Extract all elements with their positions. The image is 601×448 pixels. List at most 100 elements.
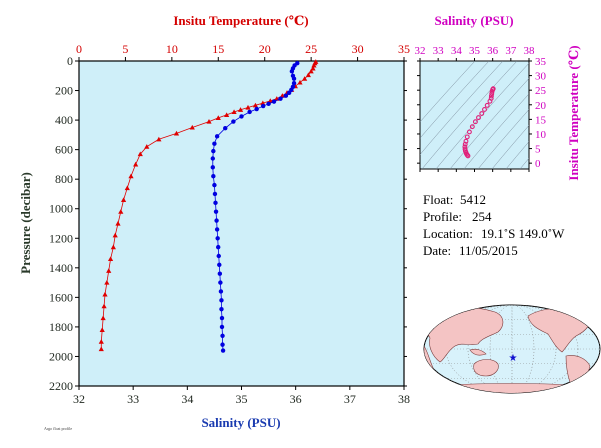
salinity-point-21 bbox=[212, 141, 217, 146]
ts-x-tick-label-3: 35 bbox=[469, 45, 481, 57]
salinity-point-10 bbox=[283, 93, 289, 98]
float-label: Float: bbox=[423, 192, 453, 207]
ts-point-16 bbox=[462, 141, 468, 147]
ts-point-3 bbox=[489, 91, 495, 97]
isoline-3 bbox=[421, 61, 518, 169]
ts-y-tick-label-7: 35 bbox=[535, 56, 547, 68]
y-tick-label-3: 600 bbox=[55, 143, 73, 157]
ts-x-tick-label-1: 33 bbox=[433, 45, 445, 57]
y-tick-label-11: 2200 bbox=[49, 379, 73, 393]
y-axis-label: Pressure (decibar) bbox=[18, 172, 33, 274]
profile-points bbox=[98, 59, 319, 353]
salinity-point-41 bbox=[219, 315, 225, 321]
bottom-tick-label-2: 34 bbox=[181, 392, 193, 406]
location-value: 19.1˚S 149.0˚W bbox=[481, 226, 565, 241]
temperature-point-3 bbox=[310, 65, 316, 71]
profile-plot: 0 5 10 15 20 25 30 35 32 33 34 35 36 37 38 0 200 400 600 80… bbox=[18, 13, 410, 430]
temperature-point-22 bbox=[189, 124, 195, 130]
y-tick-label-2: 400 bbox=[55, 113, 73, 127]
temperature-point-17 bbox=[237, 107, 244, 112]
salinity-point-44 bbox=[220, 342, 225, 347]
salinity-point-24 bbox=[210, 165, 215, 170]
ts-points bbox=[462, 86, 496, 159]
y-tick-label-0: 0 bbox=[67, 54, 73, 68]
salinity-point-11 bbox=[278, 96, 283, 101]
ts-point-7 bbox=[484, 102, 490, 108]
y-tick-label-10: 2000 bbox=[49, 349, 73, 363]
y-tick-label-5: 1000 bbox=[49, 202, 73, 216]
ts-x-tick-label-6: 38 bbox=[524, 45, 536, 57]
ts-y-tick-label-1: 5 bbox=[535, 144, 541, 156]
meridian-6 bbox=[467, 305, 557, 393]
salinity-point-23 bbox=[210, 156, 215, 161]
temperature-point-15 bbox=[252, 102, 259, 108]
ts-point-4 bbox=[488, 93, 494, 99]
temperature-point-31 bbox=[118, 209, 124, 214]
salinity-point-18 bbox=[231, 119, 236, 124]
salinity-point-14 bbox=[260, 103, 266, 109]
salinity-point-16 bbox=[247, 109, 252, 115]
salinity-point-9 bbox=[286, 90, 292, 95]
salinity-point-45 bbox=[220, 348, 226, 353]
isoline-9 bbox=[505, 141, 529, 169]
isoline-0 bbox=[420, 61, 476, 123]
temperature-point-2 bbox=[311, 62, 317, 68]
top-tick-label-6: 30 bbox=[352, 42, 364, 56]
ts-diagram: 32 33 34 35 36 37 38 0 5 10 15 20 25 30 35 Salinity (P… bbox=[415, 13, 582, 181]
temperature-point-39 bbox=[101, 303, 107, 309]
temperature-point-6 bbox=[302, 76, 308, 81]
salinity-point-43 bbox=[220, 333, 225, 338]
location-label: Location: bbox=[423, 226, 473, 241]
isoline-4 bbox=[435, 62, 529, 169]
south-america-land bbox=[565, 355, 591, 393]
temperature-point-40 bbox=[100, 315, 106, 321]
salinity-point-29 bbox=[213, 209, 219, 214]
meridian-5 bbox=[489, 305, 535, 393]
footer-note: Argo float profile bbox=[44, 426, 72, 431]
isoline-8 bbox=[491, 125, 529, 169]
ts-x-tick-label-4: 36 bbox=[487, 45, 499, 57]
ts-y-tick-label-0: 0 bbox=[535, 158, 541, 170]
salinity-point-6 bbox=[291, 80, 297, 86]
salinity-point-3 bbox=[289, 69, 295, 74]
temperature-point-25 bbox=[144, 144, 150, 149]
bottom-tick-label-0: 32 bbox=[73, 392, 85, 406]
se-asia-land bbox=[469, 348, 487, 356]
salinity-point-33 bbox=[216, 244, 221, 250]
ts-point-14 bbox=[464, 134, 470, 140]
temperature-point-28 bbox=[128, 173, 134, 179]
bottom-tick-label-6: 38 bbox=[398, 392, 410, 406]
temperature-point-21 bbox=[206, 118, 212, 124]
y-tick-label-1: 200 bbox=[55, 84, 73, 98]
salinity-point-28 bbox=[213, 200, 218, 206]
temperature-point-24 bbox=[156, 136, 162, 142]
profile-label: Profile: bbox=[423, 209, 462, 224]
temperature-point-4 bbox=[308, 68, 314, 74]
ts-x-tick-label-0: 32 bbox=[415, 45, 426, 57]
salinity-point-25 bbox=[211, 174, 216, 179]
temperature-point-30 bbox=[120, 197, 127, 202]
float-location-marker: ★ bbox=[509, 353, 518, 364]
salinity-point-40 bbox=[219, 306, 224, 312]
isoline-7 bbox=[477, 109, 529, 169]
bottom-tick-label-1: 33 bbox=[127, 392, 139, 406]
salinity-point-38 bbox=[218, 289, 224, 294]
salinity-point-27 bbox=[212, 191, 218, 197]
ts-point-15 bbox=[463, 138, 469, 144]
isoline-10 bbox=[519, 157, 529, 169]
temperature-point-26 bbox=[137, 151, 143, 157]
temperature-point-33 bbox=[112, 232, 118, 238]
temperature-point-23 bbox=[173, 130, 180, 136]
profile-value: 254 bbox=[472, 209, 492, 224]
isoline-2 bbox=[420, 61, 504, 155]
y-tick-label-4: 800 bbox=[55, 172, 73, 186]
ts-point-13 bbox=[466, 129, 472, 135]
top-axis-label: Insitu Temperature (℃) bbox=[173, 13, 308, 28]
float-info: Float: 5412 Profile: 254 Location: 19.1˚… bbox=[423, 192, 565, 258]
y-tick-label-8: 1600 bbox=[49, 290, 73, 304]
temperature-point-36 bbox=[106, 268, 112, 273]
ts-point-12 bbox=[469, 124, 475, 130]
date-label: Date: bbox=[423, 243, 451, 258]
top-tick-label-4: 20 bbox=[259, 42, 271, 56]
bottom-tick-label-4: 36 bbox=[290, 392, 302, 406]
